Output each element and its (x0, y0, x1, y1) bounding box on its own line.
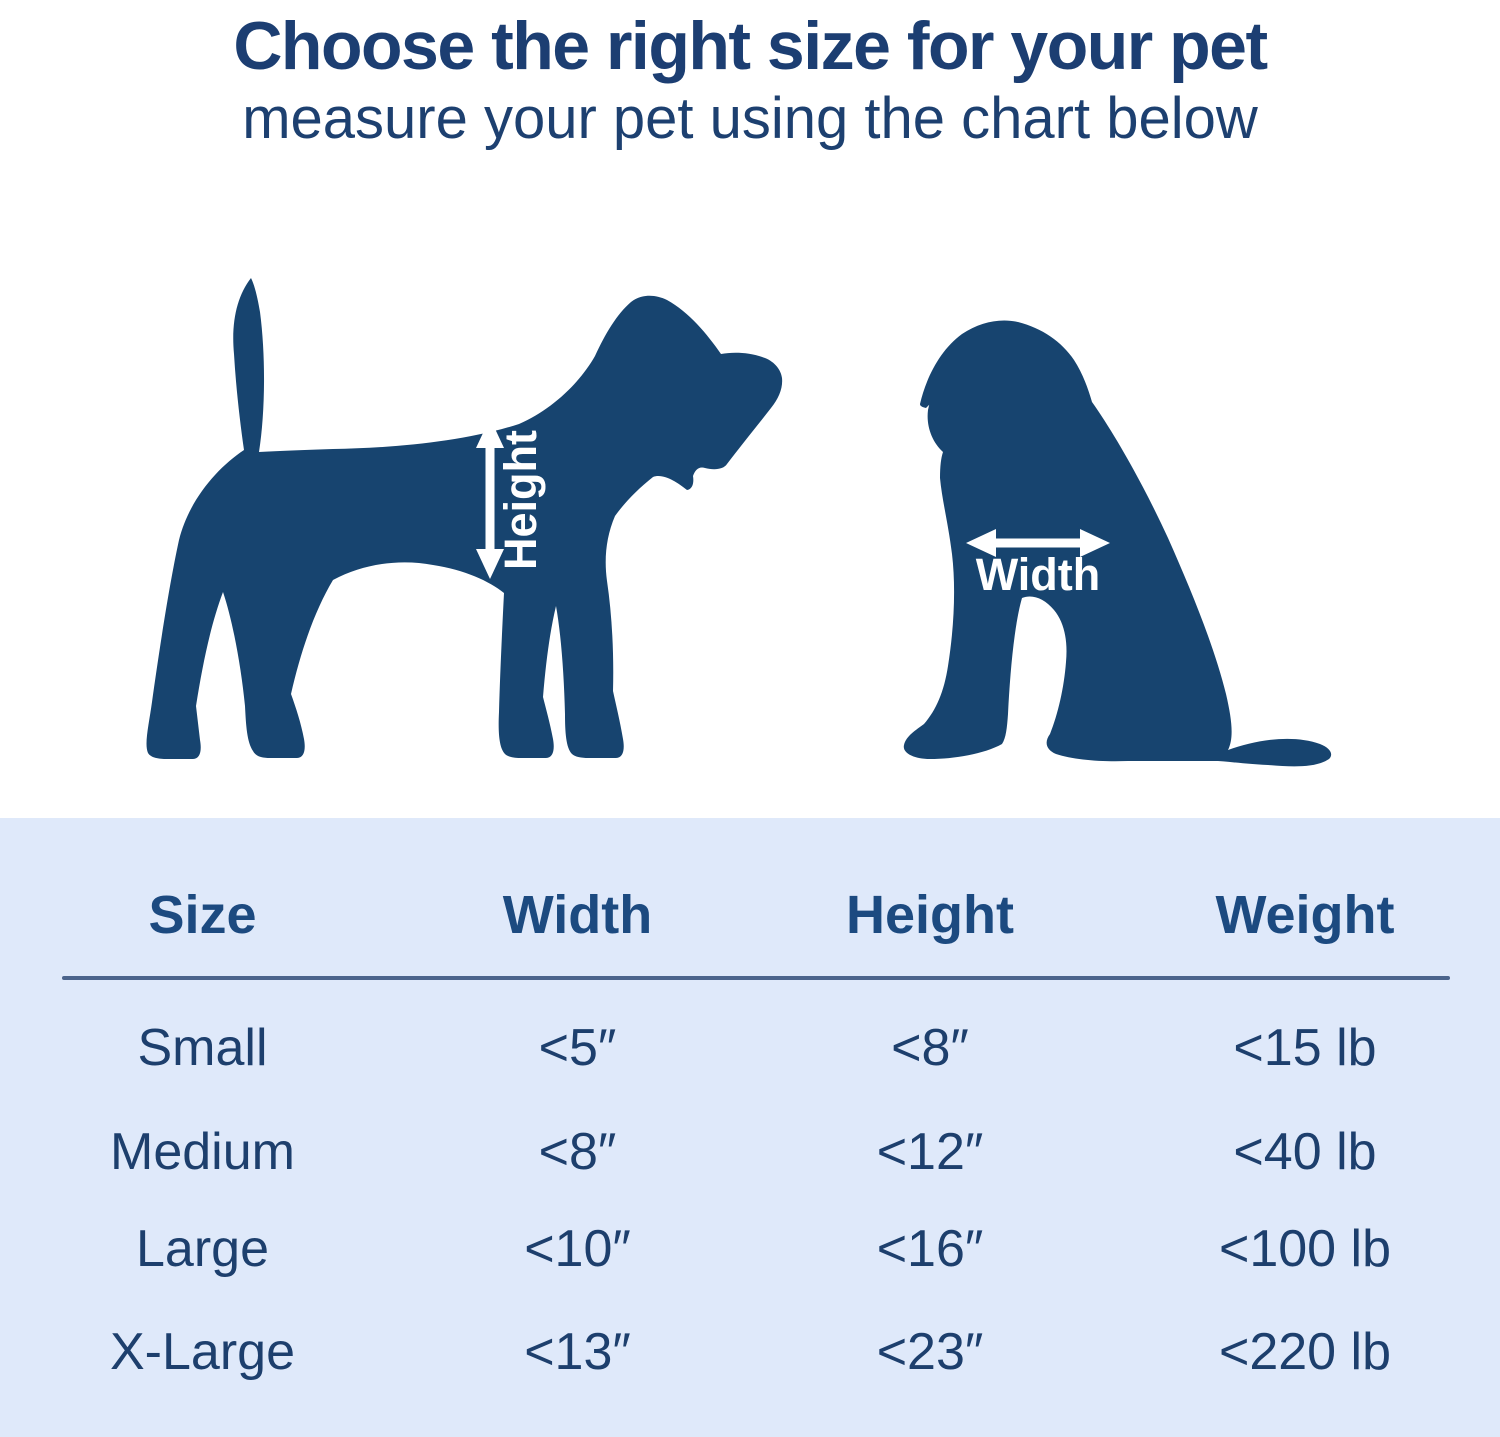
cell-height: <16″ (876, 1220, 984, 1278)
column-header-weight: Weight (1215, 885, 1395, 945)
table-divider (62, 976, 1450, 980)
cell-weight: <100 lb (1218, 1220, 1392, 1278)
cell-weight: <40 lb (1233, 1123, 1377, 1181)
cell-width: <10″ (524, 1220, 631, 1278)
table-row: X-Large <13″ <23″ <220 lb (0, 1312, 1500, 1392)
column-header-size: Size (148, 885, 257, 945)
standing-dog-silhouette (146, 278, 783, 759)
cell-width: <13″ (524, 1323, 631, 1381)
cell-size: X-Large (110, 1323, 295, 1381)
width-arrow-icon (966, 529, 1110, 557)
cell-height: <12″ (876, 1123, 984, 1181)
cell-size: Medium (110, 1123, 295, 1181)
cell-width: <8″ (538, 1123, 617, 1181)
cell-width: <5″ (538, 1019, 617, 1077)
cell-weight: <220 lb (1218, 1323, 1392, 1381)
cell-height: <23″ (876, 1323, 984, 1381)
table-row: Medium <8″ <12″ <40 lb (0, 1112, 1500, 1192)
height-label: Height (495, 430, 546, 570)
page-title: Choose the right size for your pet (233, 8, 1268, 84)
sitting-dog-silhouette (903, 320, 1332, 767)
table-row: Large <10″ <16″ <100 lb (0, 1209, 1500, 1289)
cell-height: <8″ (891, 1019, 969, 1077)
sitting-dog-figure: Width (903, 320, 1332, 767)
width-label: Width (976, 549, 1101, 600)
cell-weight: <15 lb (1233, 1019, 1377, 1077)
page-subtitle: measure your pet using the chart below (242, 86, 1258, 151)
column-header-height: Height (846, 885, 1014, 945)
cell-size: Small (137, 1019, 268, 1077)
column-header-width: Width (502, 885, 653, 945)
cell-size: Large (136, 1220, 269, 1278)
standing-dog-figure: Height (146, 278, 783, 759)
table-row: Small <5″ <8″ <15 lb (0, 1008, 1500, 1088)
size-table-panel (0, 818, 1500, 1437)
height-arrow-icon (476, 418, 504, 579)
size-table-header-row: Size Width Height Weight (0, 875, 1500, 955)
